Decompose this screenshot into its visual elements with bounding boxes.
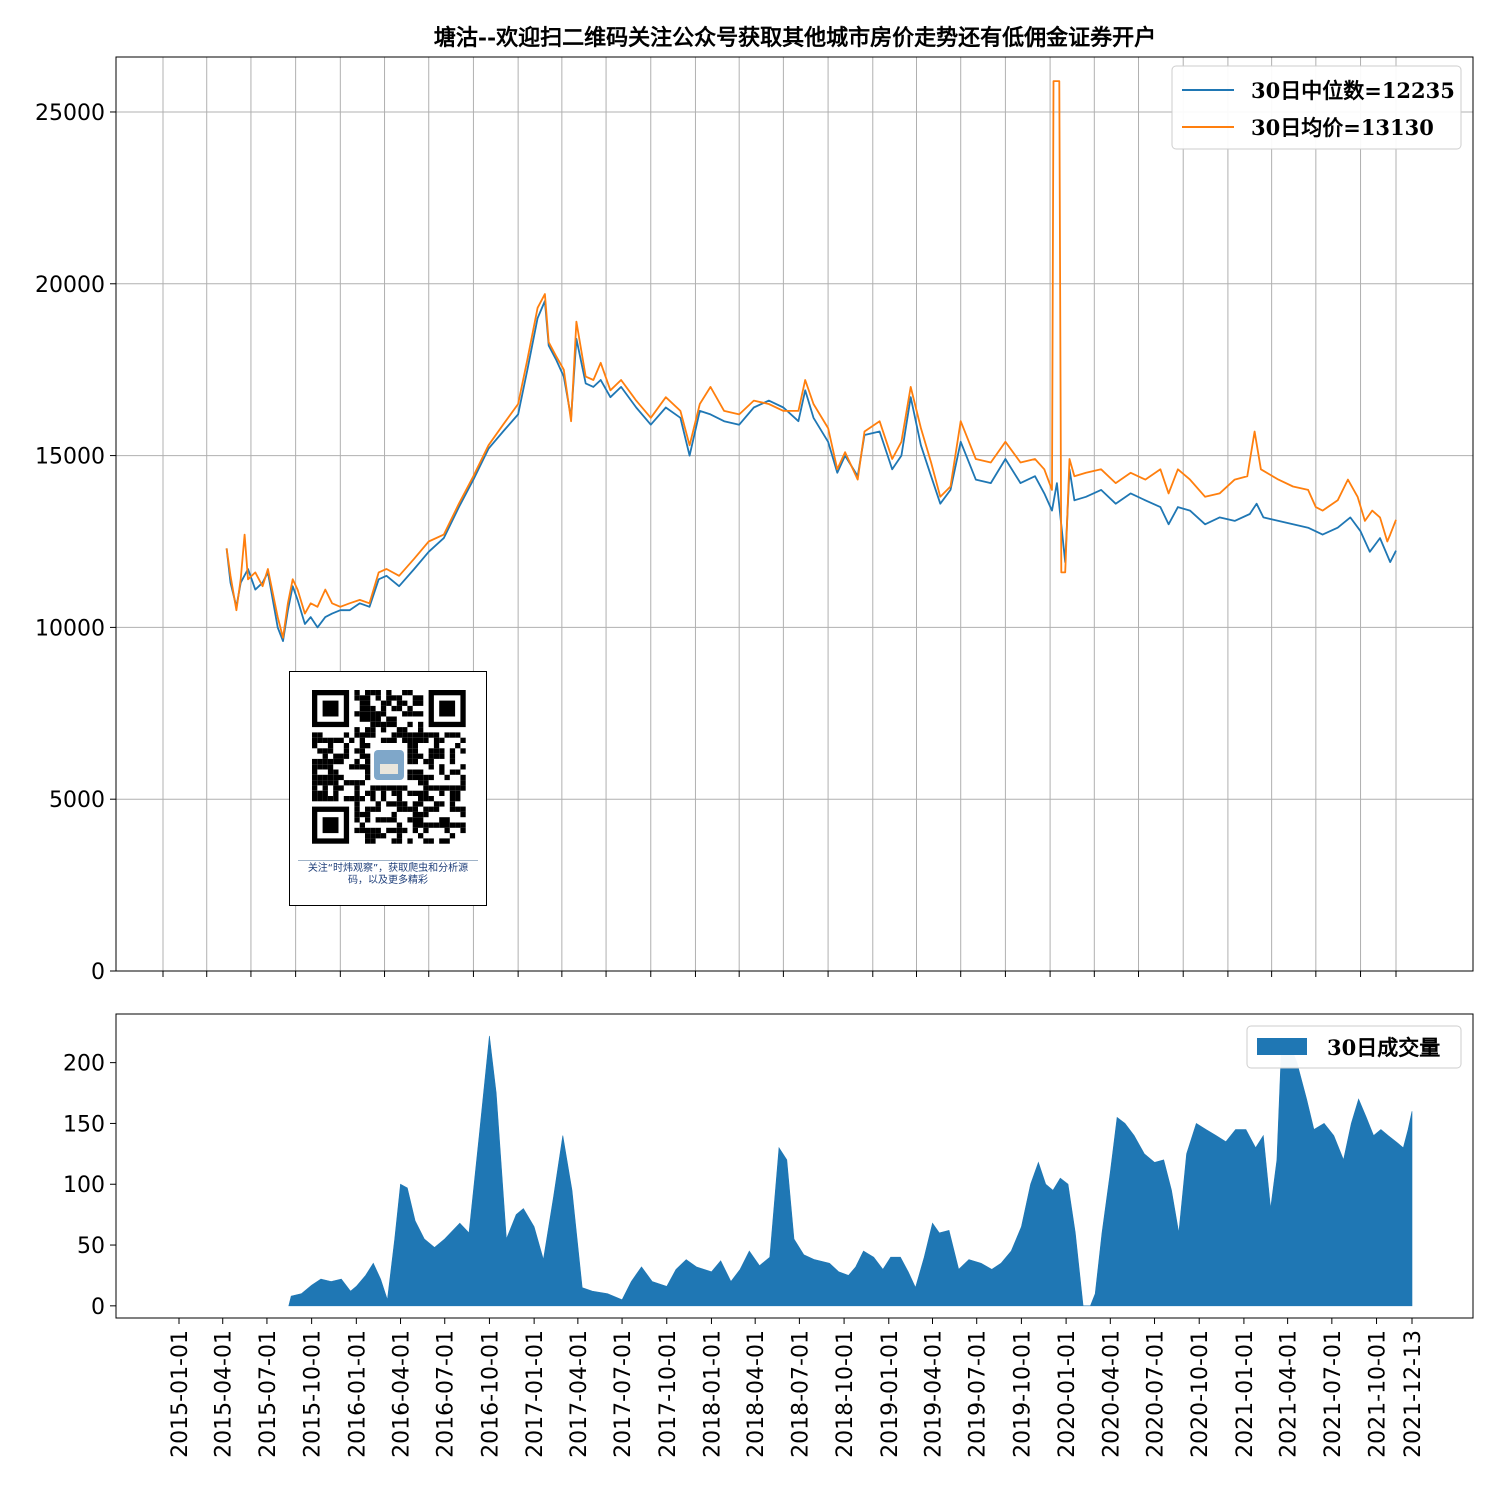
x-tick-label: 2017-07-01: [611, 1330, 636, 1458]
x-tick-label: 2021-07-01: [1321, 1330, 1346, 1458]
x-tick-label: 2017-10-01: [656, 1330, 681, 1458]
plot-frame: [115, 1013, 1474, 1319]
x-tick-label: 2020-01-01: [1055, 1330, 1080, 1458]
x-tick-label: 2015-10-01: [301, 1330, 326, 1458]
x-tick-label: 2020-04-01: [1099, 1330, 1124, 1458]
y-tick-label: 15000: [35, 445, 105, 470]
y-tick-label: 25000: [35, 101, 105, 126]
y-tick-label: 20000: [35, 273, 105, 298]
x-tick-label: 2017-01-01: [523, 1330, 548, 1458]
x-tick-label: 2019-01-01: [878, 1330, 903, 1458]
x-tick-label: 2017-04-01: [567, 1330, 592, 1458]
x-tick-label: 2020-07-01: [1144, 1330, 1169, 1458]
x-tick-label: 2018-04-01: [744, 1330, 769, 1458]
legend: 30日中位数=12235 30日均价=13130: [1171, 65, 1462, 150]
y-tick-label: 10000: [35, 616, 105, 641]
x-tick-label: 2018-01-01: [700, 1330, 725, 1458]
x-tick-label: 2021-04-01: [1277, 1330, 1302, 1458]
legend-label: 30日成交量: [1327, 1035, 1440, 1060]
x-tick-label: 2019-10-01: [1010, 1330, 1035, 1458]
volume-panel: 0 50 100 150 200 2015-01-01 2015-04-01 2015-07-…: [63, 1013, 1474, 1458]
chart-title: 塘沽--欢迎扫二维码关注公众号获取其他城市房价走势还有低佣金证券开户: [434, 25, 1156, 51]
x-tick-label: 2015-04-01: [212, 1330, 237, 1458]
y-tick-label: 150: [63, 1112, 105, 1137]
qr-caption: 关注“时炜观察”，获取爬虫和分析源码，以及更多精彩: [298, 860, 478, 887]
x-tick-label: 2016-07-01: [434, 1330, 459, 1458]
y-tick-label: 200: [63, 1052, 105, 1077]
qr-code-box: 关注“时炜观察”，获取爬虫和分析源码，以及更多精彩: [289, 671, 487, 906]
y-tick-label: 5000: [49, 788, 105, 813]
y-tick-label: 0: [91, 1295, 105, 1320]
volume-area: [288, 1035, 1413, 1307]
volume-legend: 30日成交量: [1246, 1025, 1462, 1069]
x-tick-label: 2019-07-01: [966, 1330, 991, 1458]
legend-label: 30日中位数=12235: [1251, 78, 1455, 103]
x-tick-label: 2015-07-01: [256, 1330, 281, 1458]
x-tick-label: 2021-10-01: [1366, 1330, 1391, 1458]
legend-label: 30日均价=13130: [1251, 115, 1434, 140]
y-tick-label: 100: [63, 1173, 105, 1198]
x-tick-label: 2018-07-01: [788, 1330, 813, 1458]
legend-swatch: [1257, 1038, 1307, 1055]
legend-box: [1246, 1025, 1462, 1069]
series-line-1: [225, 80, 1397, 639]
x-tick-label: 2015-01-01: [168, 1330, 193, 1458]
x-tick-label: 2019-04-01: [922, 1330, 947, 1458]
x-tick-label: 2020-10-01: [1188, 1330, 1213, 1458]
price-panel: 050001000015000200002500030日中位数=1223530日…: [35, 56, 1474, 985]
x-tick-label: 2016-01-01: [345, 1330, 370, 1458]
x-tick-label: 2021-01-01: [1233, 1330, 1258, 1458]
y-tick-label: 50: [77, 1234, 105, 1259]
x-tick-label: 2016-10-01: [478, 1330, 503, 1458]
legend-box: [1171, 65, 1462, 150]
y-tick-label: 0: [91, 960, 105, 985]
series-line-0: [225, 300, 1397, 642]
x-tick-label: 2018-10-01: [833, 1330, 858, 1458]
x-tick-label: 2016-04-01: [390, 1330, 415, 1458]
qr-code-icon: [290, 672, 486, 858]
x-tick-label: 2021-12-13: [1401, 1330, 1426, 1458]
plot-frame: [115, 56, 1474, 972]
